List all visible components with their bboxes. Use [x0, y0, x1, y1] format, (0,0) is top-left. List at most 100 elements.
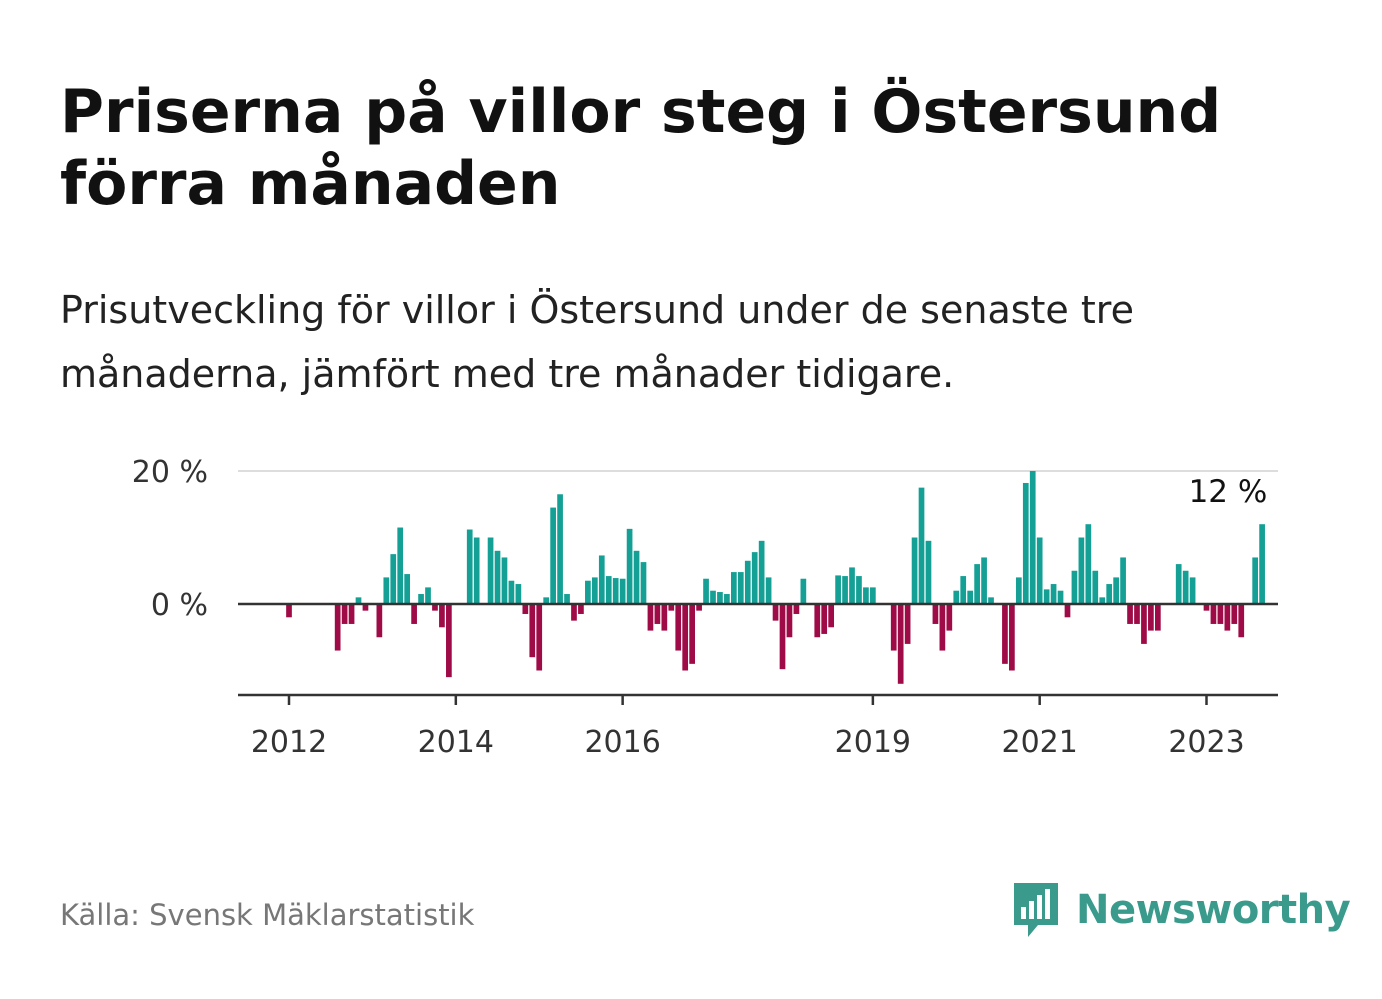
bar — [612, 578, 619, 604]
bar — [744, 560, 751, 605]
y-tick-label: 20 % — [132, 455, 208, 490]
bar — [466, 529, 473, 604]
bar — [1134, 604, 1140, 624]
bar — [925, 540, 932, 604]
bar — [703, 578, 709, 604]
bar — [473, 537, 480, 604]
bar — [731, 572, 737, 604]
bar — [953, 590, 960, 604]
bar — [981, 557, 987, 604]
bar — [668, 604, 675, 611]
bar — [1002, 604, 1008, 664]
bar — [737, 572, 744, 604]
bar — [842, 576, 848, 604]
bar — [1009, 604, 1015, 671]
bar — [411, 604, 417, 624]
bar — [1210, 604, 1217, 624]
bar — [515, 584, 522, 604]
bars — [286, 471, 1265, 684]
bar — [1064, 604, 1071, 618]
bar — [578, 604, 584, 614]
bar — [425, 587, 431, 605]
bar — [1071, 570, 1078, 604]
bar — [765, 577, 772, 604]
bar — [1113, 577, 1119, 604]
bar — [564, 594, 570, 605]
axes — [238, 602, 1278, 705]
bar — [800, 578, 807, 604]
bar — [536, 604, 543, 671]
bar — [835, 575, 841, 604]
bar — [508, 580, 515, 604]
bar — [1092, 570, 1099, 604]
bar — [571, 604, 577, 621]
x-tick-label: 2019 — [835, 725, 911, 760]
source-note: Källa: Svensk Mäklarstatistik — [60, 898, 475, 932]
bar — [383, 577, 390, 604]
bar — [932, 604, 939, 624]
bar — [362, 604, 369, 611]
bar — [689, 604, 695, 664]
x-tick-label: 2023 — [1168, 725, 1244, 760]
bar — [946, 604, 953, 631]
bar — [779, 604, 786, 670]
bar — [397, 527, 404, 604]
bar — [626, 528, 633, 604]
bar — [960, 576, 967, 604]
bar — [939, 604, 946, 651]
bar — [654, 604, 661, 624]
bar — [717, 592, 723, 604]
tick-labels: 0 % 20 % 2012 2014 2016 2019 2021 2023 12 % — [132, 455, 1268, 760]
bar — [619, 578, 626, 604]
bar — [1022, 482, 1029, 604]
bar — [828, 604, 835, 628]
bar — [529, 604, 536, 658]
bar — [1175, 564, 1182, 604]
bar — [724, 594, 730, 605]
chart-title: Priserna på villor steg i Östersund förr… — [60, 77, 1222, 219]
bar — [786, 604, 793, 638]
bar — [1078, 537, 1085, 604]
bar — [911, 537, 918, 604]
x-tick-label: 2021 — [1002, 725, 1078, 760]
bar — [633, 550, 640, 604]
bar-chart: 0 % 20 % 2012 2014 2016 2019 2021 2023 12 % — [132, 455, 1278, 760]
bar — [890, 604, 897, 651]
bar — [446, 604, 452, 678]
bar — [682, 604, 689, 671]
bar — [647, 604, 654, 631]
bar — [543, 597, 550, 604]
bar — [550, 507, 556, 604]
x-tick-label: 2014 — [418, 725, 494, 760]
bar — [640, 562, 647, 604]
bar-chart-speech-bubble-icon — [1014, 883, 1058, 937]
bar — [404, 574, 411, 604]
bar — [1120, 557, 1126, 604]
bar — [772, 604, 779, 621]
bar — [341, 604, 348, 624]
bar — [591, 577, 598, 604]
bar — [856, 576, 862, 604]
bar — [1217, 604, 1224, 624]
bar — [1015, 577, 1022, 604]
bar — [1085, 524, 1092, 604]
x-tick-label: 2016 — [584, 725, 660, 760]
bar — [1154, 604, 1161, 631]
bar — [904, 604, 911, 644]
bar — [376, 604, 383, 638]
bar — [494, 550, 501, 604]
bar — [897, 604, 904, 684]
brand-logo[interactable]: Newsworthy — [1010, 878, 1351, 942]
brand-name: Newsworthy — [1076, 887, 1351, 933]
bar — [974, 564, 980, 604]
bar — [1189, 577, 1196, 604]
bar — [1029, 471, 1036, 604]
bar — [821, 604, 828, 634]
bar — [1050, 584, 1057, 604]
bar — [675, 604, 682, 651]
bar — [605, 576, 612, 604]
bar — [348, 604, 355, 624]
bar — [1224, 604, 1231, 631]
latest-value-label: 12 % — [1189, 474, 1268, 510]
bar — [814, 604, 821, 638]
